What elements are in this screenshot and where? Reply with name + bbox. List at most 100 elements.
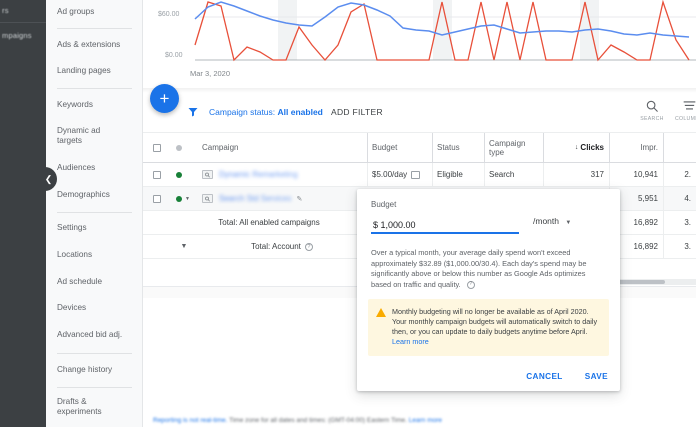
col-divider — [367, 133, 368, 162]
header-budget[interactable]: Budget — [372, 143, 398, 152]
footer-timezone-text: Time zone for all dates and times: (GMT-… — [227, 417, 409, 424]
budget-period-select[interactable]: /month ▼ — [533, 215, 571, 226]
chart-shadow — [143, 88, 696, 93]
row-budget-value: $5.00/day — [372, 170, 408, 179]
search-button-label: SEARCH — [640, 116, 664, 122]
header-campaign-type-line2: type — [489, 147, 505, 157]
add-filter-button[interactable]: ADD FILTER — [331, 107, 383, 117]
sidebar-item-landing-pages[interactable]: Landing pages — [57, 66, 111, 75]
sidebar-item-audiences[interactable]: Audiences — [57, 163, 96, 172]
sidebar-item-locations[interactable]: Locations — [57, 250, 93, 259]
budget-description-text: Over a typical month, your average daily… — [371, 248, 587, 289]
row-campaign-cell[interactable]: Dynamic Remarketing — [197, 163, 367, 186]
edit-pencil-icon[interactable]: ✎ — [296, 195, 303, 203]
rail-item-campaigns[interactable]: mpaigns — [2, 31, 32, 40]
select-all-checkbox-cell[interactable] — [143, 133, 171, 162]
table-row[interactable]: Dynamic Remarketing $5.00/day Eligible S… — [143, 163, 696, 187]
sidebar-item-drafts-experiments-line1[interactable]: Drafts & — [57, 397, 87, 406]
row-clicks-cell: 317 — [590, 170, 604, 179]
sidebar-item-settings[interactable]: Settings — [57, 223, 87, 232]
columns-button-label: COLUMNS — [674, 116, 696, 122]
sidebar-item-dynamic-ad-targets-line2[interactable]: targets — [57, 136, 83, 145]
header-clicks[interactable]: ↓ Clicks — [543, 133, 609, 162]
status-dot-icon — [176, 144, 182, 151]
expand-account-toggle[interactable]: ▼ — [171, 235, 197, 258]
header-campaign[interactable]: Campaign — [202, 143, 239, 152]
row-campaign-cell[interactable]: Search Std Services ✎ — [197, 187, 367, 210]
footer-reporting-note: Reporting is not real-time. Time zone fo… — [153, 417, 442, 424]
sidebar-item-demographics[interactable]: Demographics — [57, 190, 110, 199]
plus-icon[interactable]: + — [150, 84, 179, 113]
row-impr-cell: 10,941 — [633, 170, 658, 179]
sidebar-item-advanced-bid-adj[interactable]: Advanced bid adj. — [57, 330, 123, 339]
search-button[interactable]: SEARCH — [633, 99, 671, 122]
warning-message: Monthly budgeting will no longer be avai… — [392, 307, 598, 336]
row-checkbox-cell[interactable] — [143, 187, 171, 210]
status-enabled-dot-icon — [176, 171, 182, 178]
footer-link-learn-more[interactable]: Learn more — [408, 417, 443, 424]
chevron-down-icon[interactable]: ▼ — [185, 195, 190, 202]
header-impr[interactable]: Impr. — [640, 143, 658, 152]
row-budget-cell[interactable]: $5.00/day — [367, 163, 432, 186]
help-circle-icon[interactable]: ? — [304, 242, 313, 251]
budget-amount-wrap — [371, 215, 519, 234]
footer-link-realtime[interactable]: Reporting is not real-time. — [153, 417, 228, 424]
campaign-name-link[interactable]: Dynamic Remarketing — [219, 170, 298, 179]
header-clicks-label: Clicks — [580, 143, 604, 152]
row-status-dot-cell — [171, 163, 197, 186]
total-account-cell: Total: Account ? — [197, 235, 367, 258]
table-header-row: Campaign Budget Status Campaign type ↓ C… — [143, 133, 696, 163]
col-divider — [663, 187, 664, 210]
total-account-label: Total: Account — [251, 242, 301, 251]
nav-separator-1 — [57, 28, 132, 29]
secondary-nav: Ad groups Ads & extensions Landing pages… — [46, 0, 143, 427]
row-checkbox-cell[interactable] — [143, 163, 171, 186]
rail-item-overview[interactable]: rs — [2, 6, 9, 15]
chevron-left-icon[interactable]: ❮ — [40, 167, 57, 191]
col-divider — [609, 163, 610, 186]
col-divider — [367, 163, 368, 186]
sidebar-item-ad-schedule[interactable]: Ad schedule — [57, 277, 103, 286]
total-account-extra: 3. — [684, 242, 691, 251]
row-checkbox[interactable] — [153, 170, 161, 179]
row-campaign-type-cell: Search — [489, 170, 515, 179]
sidebar-item-dynamic-ad-targets-line1[interactable]: Dynamic ad — [57, 126, 101, 135]
filter-funnel-icon[interactable] — [187, 106, 199, 118]
save-button[interactable]: SAVE — [584, 372, 608, 381]
budget-amount-input[interactable] — [371, 220, 519, 234]
sidebar-item-devices[interactable]: Devices — [57, 303, 87, 312]
cancel-button[interactable]: CANCEL — [526, 372, 563, 381]
warning-learn-more-link[interactable]: Learn more — [392, 337, 429, 346]
campaign-status-filter-value: All enabled — [277, 107, 323, 117]
nav-separator-4 — [57, 353, 132, 354]
campaign-name-link[interactable]: Search Std Services — [219, 194, 292, 203]
campaign-type-icon — [202, 170, 213, 179]
row-status-cell: Eligible — [437, 170, 463, 179]
rail-divider — [0, 22, 46, 23]
row-status-dot-cell[interactable]: ▼ — [171, 187, 197, 210]
budget-popup-body: Budget /month ▼ Over a typical month, yo… — [357, 189, 620, 290]
help-circle-icon[interactable]: ? — [466, 280, 475, 289]
row-checkbox[interactable] — [153, 194, 161, 203]
header-status[interactable]: Status — [437, 143, 460, 152]
row-extra-cell: 4. — [684, 194, 691, 203]
sidebar-item-change-history[interactable]: Change history — [57, 365, 113, 374]
total-account-impr: 16,892 — [633, 242, 658, 251]
chart-xtick-date: Mar 3, 2020 — [190, 69, 231, 78]
primary-nav-rail: rs mpaigns — [0, 0, 46, 427]
sidebar-item-ads-extensions[interactable]: Ads & extensions — [57, 40, 121, 49]
sparkline-icon — [411, 170, 421, 179]
select-all-checkbox[interactable] — [153, 143, 161, 152]
col-divider — [484, 163, 485, 186]
nav-separator-2 — [57, 88, 132, 89]
columns-button[interactable]: COLUMNS — [670, 99, 696, 122]
sidebar-item-drafts-experiments-line2[interactable]: experiments — [57, 407, 102, 416]
sidebar-item-ad-groups[interactable]: Ad groups — [57, 7, 95, 16]
campaign-status-filter-chip[interactable]: Campaign status: All enabled — [209, 107, 323, 117]
sidebar-item-keywords[interactable]: Keywords — [57, 100, 93, 109]
header-campaign-type[interactable]: Campaign type — [484, 133, 543, 162]
col-divider — [543, 163, 544, 186]
col-divider — [484, 133, 485, 162]
budget-edit-popup: Budget /month ▼ Over a typical month, yo… — [357, 189, 620, 391]
